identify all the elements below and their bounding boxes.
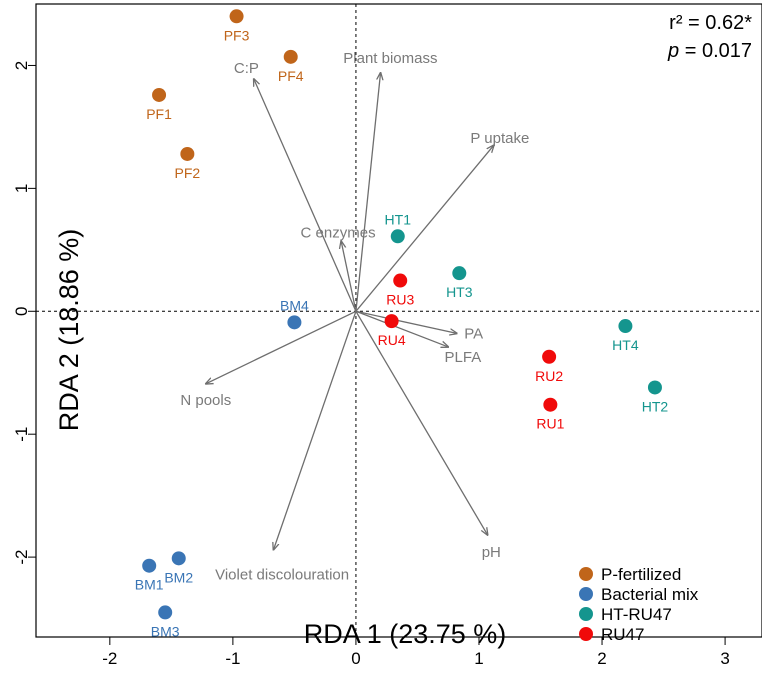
points: PF1 PF2 PF3 PF4 BM1 BM2 BM3 BM4 HT1 HT2 HT3 HT4 RU1 R… [135,9,669,639]
point-label: RU4 [378,332,406,348]
legend-marker [579,607,593,621]
axes: -2 -1 0 1 2 3 -2 -1 0 1 2 [12,61,730,668]
point-label: PF1 [146,106,172,122]
vector-arrow [355,145,494,312]
x-tick-label: -2 [102,649,117,668]
vector-arrow [355,73,381,312]
point-label: BM3 [151,623,180,639]
vector-arrow [341,241,357,312]
point-label: RU3 [386,292,414,308]
point-label: HT4 [612,337,639,353]
point-label: PF3 [224,27,250,43]
vector-label: C:P [234,60,259,77]
legend-label: HT-RU47 [601,605,672,624]
vector-label: C enzymes [301,225,376,242]
data-point [287,315,302,330]
vector-label: Violet discolouration [215,566,349,583]
vector-label: pH [482,544,501,561]
vector-arrow [206,310,357,384]
point-label: HT1 [385,211,412,227]
point-label: RU2 [535,368,563,384]
y-tick-label: 1 [12,184,31,193]
plot-frame [35,3,762,638]
p-annotation: p = 0.017 [667,40,752,62]
point-label: BM2 [164,569,193,585]
y-axis-label: RDA 2 (18.86 %) [54,229,84,432]
vector-label: N pools [180,392,231,409]
x-tick-label: -1 [225,649,240,668]
data-point [171,551,186,566]
data-point [384,314,399,329]
y-tick-label: 0 [12,307,31,316]
y-tick-label: -1 [12,427,31,442]
data-point [618,319,633,334]
vector-arrow [254,79,357,312]
legend-marker [579,627,593,641]
x-tick-label: 1 [474,649,483,668]
x-tick-label: 0 [351,649,360,668]
point-label: RU1 [536,416,564,432]
legend-marker [579,567,593,581]
y-tick-label: 2 [12,61,31,70]
point-label: PF2 [175,165,201,181]
data-point [390,229,405,244]
legend-label: Bacterial mix [601,585,699,604]
data-point [647,380,662,395]
legend-label: RU47 [601,625,644,644]
data-point [229,9,244,24]
reference-lines [36,4,762,637]
data-point [180,146,195,161]
x-axis-label: RDA 1 (23.75 %) [304,619,507,649]
vector-label: Plant biomass [343,50,437,67]
point-label: PF4 [278,68,304,84]
p-value: = 0.017 [679,40,752,62]
vector-arrow [273,311,357,549]
data-point [393,273,408,288]
legend-marker [579,587,593,601]
vector-arrow [355,310,488,535]
vector-label: PLFA [445,349,482,366]
data-point [152,87,167,102]
vectors: C:P Plant biomass P uptake C enzymes PA PLFA N… [180,50,529,583]
data-point [452,266,467,281]
vector-arrow [355,310,448,347]
data-point [542,349,557,364]
r2-annotation: r² = 0.62* [669,12,752,34]
y-tick-label: -2 [12,550,31,565]
data-point [283,49,298,64]
x-tick-label: 2 [597,649,606,668]
data-point [158,605,173,620]
point-label: BM1 [135,577,164,593]
data-point [142,558,157,573]
point-label: HT3 [446,284,473,300]
data-point [543,397,558,412]
vector-arrow [355,310,457,333]
point-label: BM4 [280,297,309,313]
x-tick-label: 3 [720,649,729,668]
vector-label: PA [464,325,483,342]
p-symbol: p [667,40,679,62]
point-label: HT2 [642,398,669,414]
vector-label: P uptake [470,130,529,147]
legend-label: P-fertilized [601,565,681,584]
